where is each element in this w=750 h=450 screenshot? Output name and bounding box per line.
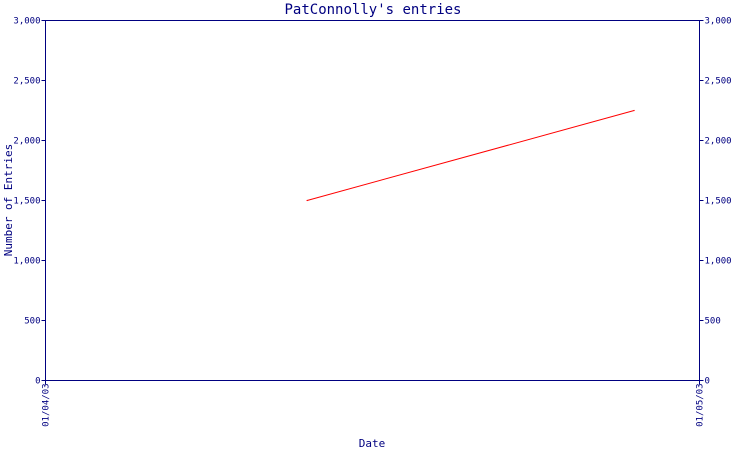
y-tick-label-left: 0: [35, 377, 40, 387]
y-tick-label-left: 1,000: [13, 257, 40, 267]
y-axis-right: 0 500 1,000 1,500 2,000 2,500 3,000: [699, 17, 732, 387]
y-axis-left: 0 500 1,000 1,500 2,000 2,500 3,000: [13, 17, 46, 387]
series-layer: [306, 109, 635, 202]
chart-title: PatConnolly's entries: [284, 2, 461, 18]
x-tick-label: 01/04/03: [42, 384, 52, 427]
y-tick-label-left: 500: [24, 317, 40, 327]
y-tick-label-right: 2,000: [705, 137, 732, 147]
plot-frame: [45, 20, 700, 381]
y-tick-label-left: 3,000: [13, 17, 40, 27]
y-tick-label-right: 0: [705, 377, 710, 387]
series-line: [306, 110, 635, 201]
y-tick-label-right: 2,500: [705, 77, 732, 87]
y-tick-label-right: 1,000: [705, 257, 732, 267]
y-tick-label-right: 1,500: [705, 197, 732, 207]
x-axis: 01/04/03 01/05/03: [42, 380, 706, 427]
y-tick-label-right: 500: [705, 317, 721, 327]
y-tick-label-left: 2,000: [13, 137, 40, 147]
y-tick-label-right: 3,000: [705, 17, 732, 27]
data-point: [633, 109, 635, 112]
y-axis-label: Number of Entries: [2, 144, 15, 257]
y-tick-label-left: 1,500: [13, 197, 40, 207]
x-axis-label: Date: [359, 437, 386, 450]
y-tick-label-left: 2,500: [13, 77, 40, 87]
x-tick-label: 01/05/03: [696, 384, 706, 427]
data-point: [306, 199, 308, 202]
